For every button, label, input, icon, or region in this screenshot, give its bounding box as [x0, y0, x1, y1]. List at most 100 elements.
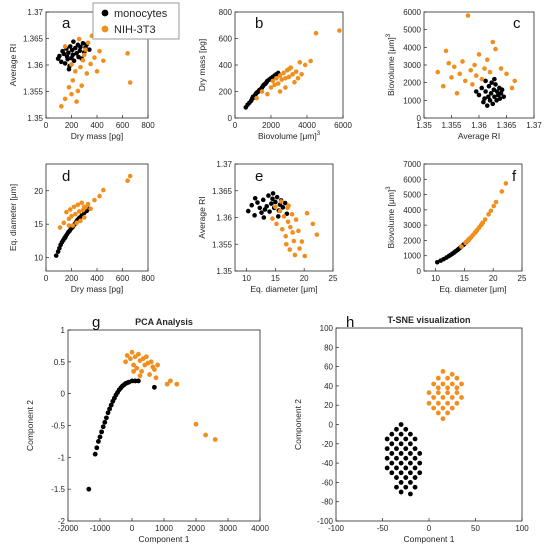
- data-point-nih3t3: [460, 59, 465, 64]
- data-point-monocytes: [403, 484, 409, 490]
- y-tick-label-e: 1.365: [212, 187, 233, 196]
- data-point-nih3t3: [57, 225, 63, 230]
- y-tick-label-c: 5000: [403, 26, 421, 35]
- data-point-nih3t3: [426, 390, 432, 396]
- data-point-nih3t3: [286, 74, 292, 80]
- y-tick-label-d: 20: [34, 187, 43, 196]
- x-axis-label-g: Component 1: [138, 534, 189, 544]
- data-point-nih3t3: [283, 85, 288, 90]
- y-tick-label-f: 0: [417, 267, 422, 276]
- data-point-nih3t3: [84, 71, 90, 76]
- data-point-nih3t3: [509, 85, 515, 91]
- data-point-monocytes: [408, 470, 413, 476]
- data-point-nih3t3: [69, 213, 74, 219]
- data-point-monocytes: [398, 480, 404, 485]
- axes-box-h: [335, 327, 523, 522]
- data-point-monocytes: [389, 470, 395, 476]
- y-tick-label-h: 40: [324, 382, 333, 391]
- y-axis-label-d: Eq. diameter [μm]: [8, 184, 18, 251]
- x-tick-label-a: 400: [90, 121, 104, 130]
- data-point-nih3t3: [131, 368, 137, 374]
- data-point-nih3t3: [487, 69, 493, 75]
- data-point-nih3t3: [459, 244, 464, 249]
- data-point-nih3t3: [445, 400, 450, 406]
- data-point-nih3t3: [270, 78, 276, 84]
- data-point-monocytes: [269, 201, 274, 206]
- data-point-nih3t3: [71, 204, 77, 210]
- x-tick-label-a: 800: [141, 121, 155, 130]
- x-tick-label-e: 15: [271, 274, 280, 283]
- data-point-monocytes: [264, 203, 270, 209]
- data-point-nih3t3: [85, 201, 91, 207]
- data-point-nih3t3: [279, 226, 285, 232]
- data-point-nih3t3: [277, 89, 283, 94]
- data-point-nih3t3: [193, 421, 199, 427]
- panel-label-h: h: [346, 314, 354, 331]
- y-tick-label-g: -0.5: [51, 422, 65, 431]
- data-point-nih3t3: [288, 224, 293, 230]
- y-tick-label-g: -1.5: [51, 485, 65, 494]
- data-point-nih3t3: [81, 52, 87, 58]
- data-point-monocytes: [66, 66, 72, 72]
- series-monocytes-c: [473, 76, 507, 108]
- data-point-nih3t3: [292, 252, 298, 258]
- data-point-monocytes: [394, 484, 399, 490]
- y-tick-label-h: 100: [320, 324, 334, 333]
- data-point-monocytes: [417, 451, 423, 456]
- data-point-nih3t3: [125, 178, 130, 184]
- data-point-nih3t3: [144, 354, 149, 360]
- data-point-nih3t3: [148, 359, 154, 365]
- data-point-monocytes: [403, 475, 409, 480]
- series-nih3t3-f: [459, 181, 509, 249]
- y-tick-label-f: 1000: [403, 252, 421, 261]
- x-tick-label-g: 4000: [251, 524, 269, 533]
- data-point-monocytes: [412, 484, 418, 490]
- data-point-nih3t3: [297, 246, 302, 251]
- data-point-monocytes: [412, 446, 418, 452]
- legend-marker-monocytes: [101, 9, 109, 17]
- data-point-nih3t3: [468, 68, 474, 73]
- x-tick-label-b: 4000: [298, 121, 316, 130]
- data-point-nih3t3: [78, 64, 83, 70]
- data-point-nih3t3: [70, 78, 76, 83]
- data-point-monocytes: [61, 51, 67, 57]
- data-point-monocytes: [257, 205, 263, 211]
- data-point-monocytes: [403, 446, 409, 452]
- data-point-nih3t3: [273, 204, 278, 210]
- panel-a: 0 200 400 600 800 1.35 1.355 1.36 1.365 1.37 Dry m…: [8, 8, 155, 141]
- data-point-nih3t3: [152, 367, 157, 372]
- series-monocytes-h: [384, 422, 423, 497]
- data-point-monocytes: [274, 194, 280, 200]
- data-point-nih3t3: [493, 46, 498, 52]
- data-point-nih3t3: [125, 51, 130, 56]
- data-point-monocytes: [384, 455, 390, 461]
- data-point-monocytes: [398, 460, 404, 466]
- data-point-monocytes: [80, 40, 86, 46]
- data-point-nih3t3: [73, 211, 78, 217]
- y-tick-label-f: 3000: [403, 221, 421, 230]
- data-point-monocytes: [267, 209, 272, 214]
- data-point-monocytes: [78, 44, 83, 50]
- panel-c: 1.35 1.355 1.36 1.365 1.37 0 1000 2000 3000 4000 5…: [386, 8, 542, 141]
- panel-label-b: b: [255, 15, 263, 32]
- data-point-nih3t3: [62, 44, 68, 49]
- data-point-nih3t3: [139, 368, 145, 374]
- data-point-monocytes: [255, 89, 260, 95]
- legend-marker-nih3t3: [101, 25, 109, 33]
- x-tick-label-g: -2000: [58, 524, 79, 533]
- data-point-nih3t3: [123, 359, 128, 365]
- data-point-monocytes: [398, 422, 404, 427]
- data-point-nih3t3: [493, 199, 499, 205]
- data-point-nih3t3: [435, 385, 441, 391]
- data-point-monocytes: [394, 465, 399, 471]
- data-point-monocytes: [417, 460, 423, 466]
- data-point-monocytes: [252, 195, 258, 201]
- data-point-monocytes: [412, 436, 418, 442]
- data-point-nih3t3: [66, 223, 72, 228]
- data-point-monocytes: [266, 193, 271, 198]
- data-point-nih3t3: [451, 64, 457, 70]
- data-point-nih3t3: [268, 85, 274, 90]
- data-point-nih3t3: [498, 66, 504, 71]
- x-tick-label-d: 0: [44, 274, 49, 283]
- data-point-monocytes: [71, 39, 76, 44]
